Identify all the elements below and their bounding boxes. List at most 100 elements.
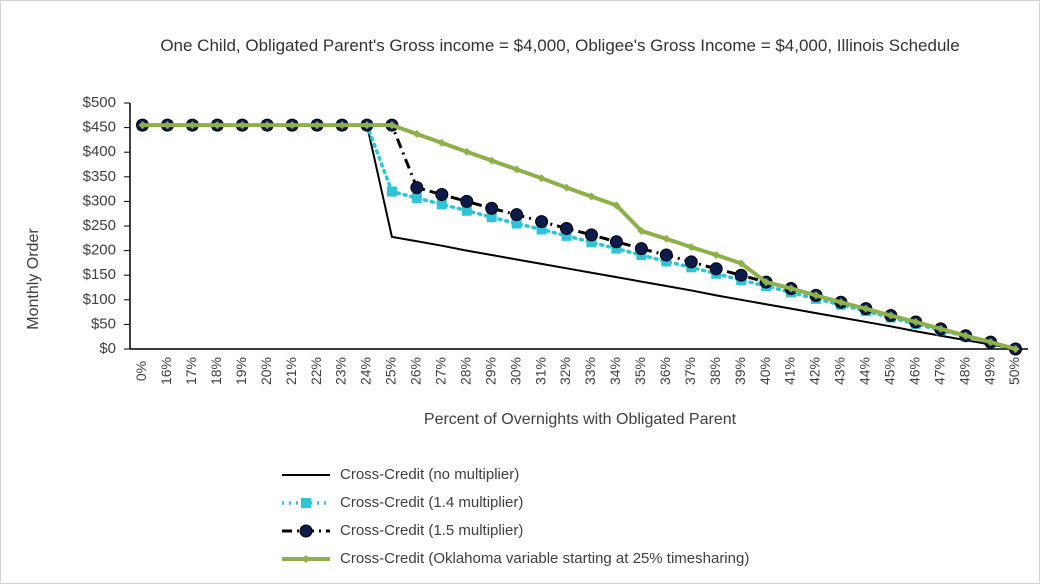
- marker: [561, 230, 572, 241]
- x-tick-label: 21%: [283, 357, 299, 385]
- marker: [188, 121, 197, 130]
- marker: [163, 121, 172, 130]
- y-tick-label: $250: [83, 217, 116, 234]
- marker: [836, 298, 845, 307]
- marker: [238, 121, 247, 130]
- marker: [510, 208, 524, 222]
- legend-label: Cross-Credit (no multiplier): [340, 466, 519, 483]
- x-tick-label: 0%: [133, 361, 149, 381]
- marker: [861, 304, 870, 313]
- x-tick-label: 31%: [532, 357, 548, 385]
- x-tick-label: 17%: [183, 357, 199, 385]
- marker: [410, 181, 424, 195]
- marker: [461, 205, 472, 216]
- y-axis-label: Monthly Order: [25, 228, 42, 330]
- marker: [436, 199, 447, 210]
- y-tick-label: $350: [83, 168, 116, 185]
- y-tick-label: $500: [83, 94, 116, 111]
- x-tick-label: 20%: [258, 357, 274, 385]
- x-tick-label: 38%: [707, 357, 723, 385]
- marker: [584, 228, 598, 242]
- x-tick-label: 49%: [981, 357, 997, 385]
- x-tick-label: 25%: [383, 357, 399, 385]
- marker: [961, 331, 970, 340]
- marker: [411, 192, 422, 203]
- x-tick-label: 40%: [757, 357, 773, 385]
- legend-marker: [301, 498, 311, 508]
- marker: [560, 221, 574, 235]
- marker: [659, 248, 673, 262]
- marker: [313, 121, 322, 130]
- marker: [462, 147, 471, 156]
- marker: [412, 129, 421, 138]
- y-tick-label: $50: [91, 315, 116, 332]
- x-tick-label: 19%: [233, 357, 249, 385]
- marker: [288, 121, 297, 130]
- legend-marker: [299, 524, 313, 538]
- marker: [586, 237, 597, 248]
- marker: [437, 138, 446, 147]
- marker: [435, 188, 449, 202]
- legend-entry: Cross-Credit (Oklahoma variable starting…: [282, 550, 749, 567]
- x-tick-label: 32%: [557, 357, 573, 385]
- marker: [460, 194, 474, 208]
- marker: [263, 121, 272, 130]
- marker: [634, 242, 648, 256]
- legend-entry: Cross-Credit (no multiplier): [282, 466, 519, 483]
- x-tick-label: 48%: [956, 357, 972, 385]
- legend-entry: Cross-Credit (1.5 multiplier): [282, 522, 523, 539]
- marker: [338, 121, 347, 130]
- x-tick-label: 29%: [482, 357, 498, 385]
- marker: [936, 324, 945, 333]
- y-tick-label: $100: [83, 291, 116, 308]
- x-tick-label: 23%: [333, 357, 349, 385]
- legend-marker: [302, 555, 310, 563]
- legend-entry: Cross-Credit (1.4 multiplier): [282, 494, 523, 511]
- x-tick-label: 45%: [882, 357, 898, 385]
- x-tick-label: 44%: [857, 357, 873, 385]
- marker: [386, 186, 397, 197]
- marker: [886, 311, 895, 320]
- x-tick-label: 43%: [832, 357, 848, 385]
- marker: [662, 234, 671, 243]
- x-tick-label: 46%: [906, 357, 922, 385]
- legend-label: Cross-Credit (1.5 multiplier): [340, 522, 523, 539]
- marker: [511, 218, 522, 229]
- marker: [387, 121, 396, 130]
- x-tick-label: 47%: [931, 357, 947, 385]
- marker: [485, 201, 499, 215]
- legend-label: Cross-Credit (1.4 multiplier): [340, 494, 523, 511]
- x-tick-label: 35%: [632, 357, 648, 385]
- marker: [762, 278, 771, 287]
- x-tick-label: 27%: [433, 357, 449, 385]
- x-axis-label: Percent of Overnights with Obligated Par…: [424, 411, 737, 428]
- marker: [684, 255, 698, 269]
- legend-label: Cross-Credit (Oklahoma variable starting…: [340, 550, 749, 567]
- marker: [787, 284, 796, 293]
- marker: [911, 317, 920, 326]
- marker: [637, 226, 646, 235]
- x-tick-label: 36%: [657, 357, 673, 385]
- marker: [362, 121, 371, 130]
- y-tick-label: $400: [83, 143, 116, 160]
- y-tick-label: $0: [99, 340, 116, 357]
- marker: [1011, 345, 1020, 353]
- x-tick-label: 24%: [358, 357, 374, 385]
- marker: [562, 183, 571, 192]
- marker: [536, 224, 547, 235]
- y-tick-label: $450: [83, 119, 116, 136]
- marker: [487, 156, 496, 165]
- y-tick-label: $300: [83, 192, 116, 209]
- x-tick-label: 50%: [1006, 357, 1022, 385]
- marker: [537, 174, 546, 183]
- y-tick-label: $150: [83, 266, 116, 283]
- marker: [737, 259, 746, 268]
- x-tick-label: 39%: [732, 357, 748, 385]
- x-tick-label: 30%: [507, 357, 523, 385]
- marker: [734, 268, 748, 282]
- x-tick-label: 34%: [607, 357, 623, 385]
- marker: [609, 235, 623, 249]
